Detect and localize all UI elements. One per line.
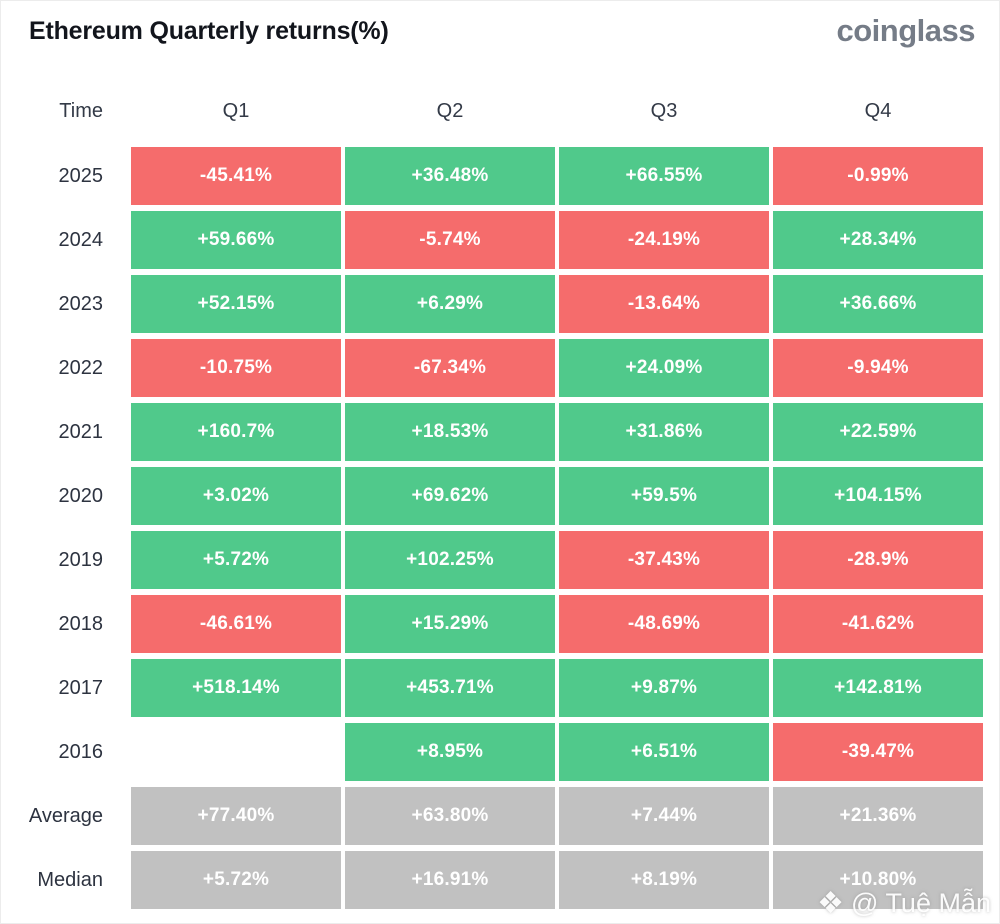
column-header-q3: Q3	[650, 99, 678, 122]
return-cell: +59.5%	[559, 467, 769, 525]
return-cell: +36.66%	[773, 275, 983, 333]
return-cell: +15.29%	[345, 595, 555, 653]
column-header-q4: Q4	[864, 99, 892, 122]
return-cell: +518.14%	[131, 659, 341, 717]
row-label: 2018	[58, 612, 104, 635]
return-cell: +69.62%	[345, 467, 555, 525]
row-label: 2022	[58, 356, 104, 379]
return-cell: -5.74%	[345, 211, 555, 269]
row-label: 2024	[58, 228, 104, 251]
table-row: 2019 +5.72% +102.25% -37.43% -28.9%	[1, 531, 999, 589]
table-row: 2023 +52.15% +6.29% -13.64% +36.66%	[1, 275, 999, 333]
column-header-q2: Q2	[436, 99, 464, 122]
return-cell: +9.87%	[559, 659, 769, 717]
row-label: 2023	[58, 292, 104, 315]
return-cell: -48.69%	[559, 595, 769, 653]
return-cell: +5.72%	[131, 531, 341, 589]
return-cell: +8.19%	[559, 851, 769, 909]
return-cell: +22.59%	[773, 403, 983, 461]
table-row: Average +77.40% +63.80% +7.44% +21.36%	[1, 787, 999, 845]
return-cell: -41.62%	[773, 595, 983, 653]
row-label: 2017	[58, 676, 104, 699]
table-row: 2018 -46.61% +15.29% -48.69% -41.62%	[1, 595, 999, 653]
return-cell: -37.43%	[559, 531, 769, 589]
row-label: Average	[28, 804, 103, 827]
table-row: 2021 +160.7% +18.53% +31.86% +22.59%	[1, 403, 999, 461]
return-cell: +104.15%	[773, 467, 983, 525]
return-cell: +21.36%	[773, 787, 983, 845]
return-cell: +24.09%	[559, 339, 769, 397]
return-cell: +5.72%	[131, 851, 341, 909]
return-cell: -46.61%	[131, 595, 341, 653]
return-cell: +31.86%	[559, 403, 769, 461]
return-cell: -67.34%	[345, 339, 555, 397]
return-cell: +160.7%	[131, 403, 341, 461]
row-label: 2021	[58, 420, 104, 443]
column-header-time: Time	[59, 99, 103, 122]
return-cell: +52.15%	[131, 275, 341, 333]
return-cell: +16.91%	[345, 851, 555, 909]
return-cell: +6.29%	[345, 275, 555, 333]
table-row: 2024 +59.66% -5.74% -24.19% +28.34%	[1, 211, 999, 269]
coinglass-logo: coinglass	[836, 13, 976, 48]
table-row: Median +5.72% +16.91% +8.19% +10.80%	[1, 851, 999, 909]
return-cell: +28.34%	[773, 211, 983, 269]
return-cell: +8.95%	[345, 723, 555, 781]
widget-header: Ethereum Quarterly returns(%) coinglass	[1, 1, 999, 49]
return-cell: +3.02%	[131, 467, 341, 525]
return-cell: +77.40%	[131, 787, 341, 845]
row-label: 2025	[58, 164, 104, 187]
row-label: 2019	[58, 548, 104, 571]
return-cell: +102.25%	[345, 531, 555, 589]
return-cell: -39.47%	[773, 723, 983, 781]
return-cell: +142.81%	[773, 659, 983, 717]
return-cell: +10.80%	[773, 851, 983, 909]
return-cell: +66.55%	[559, 147, 769, 205]
table-row: 2016 +8.95% +6.51% -39.47%	[1, 723, 999, 781]
return-cell: +59.66%	[131, 211, 341, 269]
return-cell: +7.44%	[559, 787, 769, 845]
row-label: 2016	[58, 740, 104, 763]
return-cell: -13.64%	[559, 275, 769, 333]
table-row: 2022 -10.75% -67.34% +24.09% -9.94%	[1, 339, 999, 397]
return-cell: +36.48%	[345, 147, 555, 205]
returns-table-body: 2025 -45.41% +36.48% +66.55% -0.99% 2024 +59.6…	[1, 147, 999, 915]
table-row: 2025 -45.41% +36.48% +66.55% -0.99%	[1, 147, 999, 205]
return-cell: -9.94%	[773, 339, 983, 397]
page-title: Ethereum Quarterly returns(%)	[29, 16, 389, 45]
table-header-row: Time Q1 Q2 Q3 Q4	[1, 97, 999, 125]
row-label: 2020	[58, 484, 104, 507]
return-cell: -0.99%	[773, 147, 983, 205]
column-header-q1: Q1	[222, 99, 250, 122]
return-cell: +18.53%	[345, 403, 555, 461]
table-row: 2017 +518.14% +453.71% +9.87% +142.81%	[1, 659, 999, 717]
return-cell	[131, 723, 341, 781]
return-cell: -28.9%	[773, 531, 983, 589]
return-cell: -24.19%	[559, 211, 769, 269]
return-cell: +63.80%	[345, 787, 555, 845]
return-cell: -45.41%	[131, 147, 341, 205]
return-cell: -10.75%	[131, 339, 341, 397]
return-cell: +453.71%	[345, 659, 555, 717]
table-row: 2020 +3.02% +69.62% +59.5% +104.15%	[1, 467, 999, 525]
row-label: Median	[37, 868, 103, 891]
return-cell: +6.51%	[559, 723, 769, 781]
